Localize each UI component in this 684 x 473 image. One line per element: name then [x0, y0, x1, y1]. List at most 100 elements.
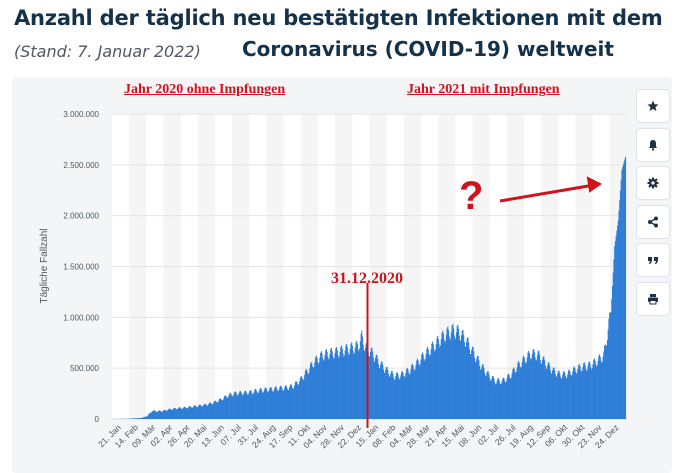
bar — [528, 353, 530, 419]
bar — [174, 408, 176, 419]
bar — [238, 393, 240, 419]
bar — [491, 378, 493, 419]
bar — [427, 349, 429, 419]
bar — [272, 391, 274, 419]
bar — [146, 416, 148, 419]
bar — [287, 390, 289, 419]
bar — [210, 403, 213, 419]
bar — [188, 406, 190, 419]
bar — [476, 355, 478, 419]
bar — [200, 406, 202, 419]
bar — [546, 368, 548, 419]
bar — [333, 357, 335, 419]
bar — [323, 359, 325, 419]
bar — [475, 361, 477, 419]
bookmark-button[interactable] — [636, 89, 670, 123]
share-icon — [648, 216, 658, 228]
bar — [622, 167, 624, 419]
share-button[interactable] — [636, 204, 670, 239]
bar — [252, 393, 254, 419]
bar — [498, 379, 500, 419]
bar — [542, 356, 544, 419]
bar — [283, 390, 285, 419]
bar — [132, 418, 134, 419]
label-2020: Jahr 2020 ohne Impfungen — [124, 82, 286, 97]
bar — [440, 339, 442, 419]
bar — [286, 386, 288, 419]
settings-button[interactable] — [636, 166, 670, 201]
bar — [217, 402, 219, 419]
bar — [197, 405, 200, 419]
bar — [153, 410, 155, 419]
bar — [530, 360, 532, 419]
bar — [391, 370, 393, 419]
bar — [432, 344, 434, 419]
cite-button[interactable] — [636, 243, 670, 278]
bar — [614, 246, 616, 419]
bar — [243, 392, 245, 419]
bar — [329, 353, 331, 419]
bar — [322, 361, 325, 419]
bar — [218, 398, 221, 419]
bar — [221, 400, 223, 419]
alert-button[interactable] — [636, 127, 670, 162]
bar — [565, 378, 567, 419]
bar — [369, 356, 371, 419]
bar — [236, 394, 238, 419]
bar — [502, 378, 504, 419]
bar — [190, 406, 192, 419]
bar — [384, 372, 386, 419]
bar — [559, 376, 562, 419]
bar — [269, 387, 271, 419]
bar — [187, 408, 189, 419]
bar — [453, 328, 455, 419]
bar — [398, 379, 400, 419]
bar — [617, 220, 619, 419]
bar — [364, 347, 366, 419]
bar — [505, 381, 507, 419]
bar — [304, 370, 306, 419]
bar — [402, 372, 404, 419]
bar — [338, 356, 340, 419]
bar — [445, 341, 447, 419]
bar — [624, 159, 626, 419]
bar — [615, 236, 617, 419]
bar — [297, 385, 299, 419]
bar — [453, 335, 455, 419]
bar — [276, 387, 278, 419]
bar — [466, 341, 468, 419]
bar — [202, 406, 204, 419]
bar — [290, 384, 292, 419]
bar — [625, 156, 627, 419]
bar — [443, 339, 445, 419]
bar — [387, 369, 389, 419]
bar — [552, 367, 554, 419]
print-button[interactable] — [636, 281, 670, 316]
bar — [277, 391, 279, 419]
bar — [273, 389, 275, 419]
bar — [283, 388, 286, 419]
bar — [518, 362, 520, 419]
bar — [270, 388, 273, 419]
bar — [139, 418, 141, 419]
bar — [151, 411, 153, 419]
bar — [377, 358, 379, 419]
bar — [609, 312, 611, 419]
bar — [525, 364, 527, 419]
bar — [354, 352, 356, 419]
bar — [507, 374, 509, 419]
bar — [186, 408, 188, 419]
bar — [528, 350, 530, 419]
bar — [166, 410, 168, 419]
bar — [320, 351, 322, 419]
bar — [435, 344, 437, 419]
bar — [265, 388, 267, 419]
bar — [515, 371, 517, 419]
bar — [420, 359, 422, 419]
bar — [390, 371, 392, 419]
bar — [489, 380, 491, 419]
bar — [568, 369, 570, 419]
bar — [172, 408, 174, 419]
bar — [138, 418, 140, 419]
bar — [166, 410, 168, 419]
